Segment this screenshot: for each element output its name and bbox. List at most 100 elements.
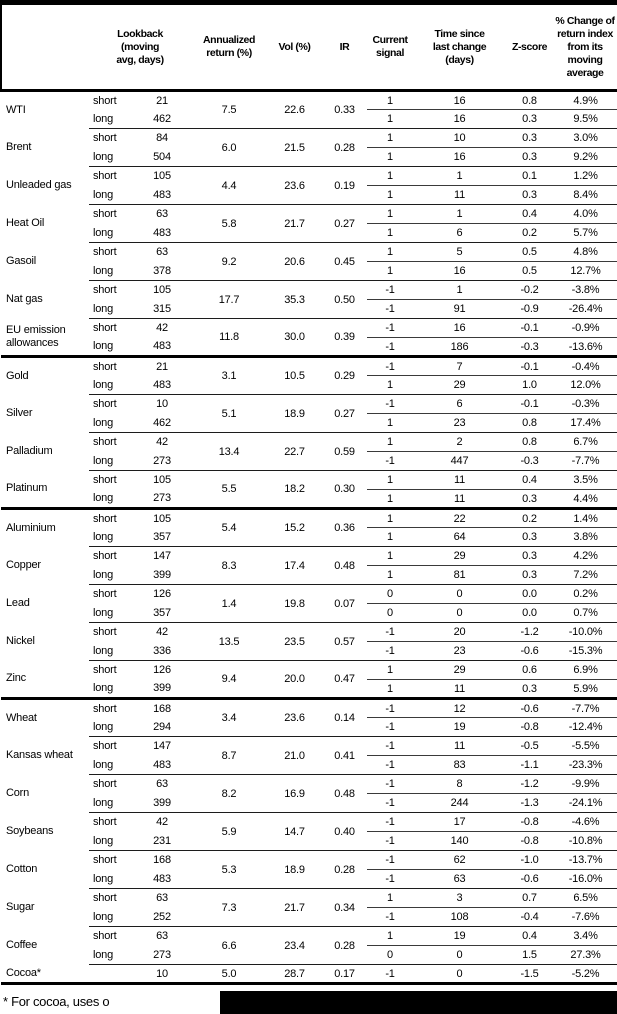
annualized-return-value: 4.4 — [191, 166, 268, 205]
time-since-value: 91 — [413, 299, 507, 319]
zscore-value: 0.3 — [506, 109, 554, 129]
col-header-lookback: Lookback (moving avg, days) — [89, 5, 192, 92]
lookback-value: 336 — [133, 641, 192, 661]
zscore-value: 0.1 — [506, 166, 554, 186]
signal-value: -1 — [367, 318, 414, 338]
lookback-value: 42 — [156, 816, 168, 829]
vol-value: 17.4 — [267, 546, 323, 585]
col-header-vol: Vol (%) — [267, 5, 323, 92]
time-since-value: 29 — [413, 660, 507, 680]
signal-value: -1 — [367, 299, 414, 319]
zscore-value: -0.1 — [506, 394, 554, 414]
time-since-value: 11 — [413, 185, 507, 205]
lookback-value: 483 — [133, 375, 192, 395]
zscore-value: -0.3 — [506, 451, 554, 471]
signal-value: -1 — [367, 907, 414, 927]
time-since-value: 140 — [413, 831, 507, 851]
lookback-value: 168 — [153, 702, 171, 715]
table-row: Brent short 84 6.0 21.5 0.28 1 10 0.3 3.0% — [1, 128, 617, 167]
leg-label: short — [93, 246, 117, 259]
ir-value: 0.28 — [322, 850, 368, 889]
leg-label: short — [93, 664, 117, 677]
signal-value: 1 — [367, 375, 414, 395]
zscore-value: 1.5 — [506, 945, 554, 965]
leg-label: short — [93, 816, 117, 829]
table-header: Lookback (moving avg, days) Annualized r… — [0, 5, 617, 92]
zscore-value: -1.2 — [506, 622, 554, 642]
pct-change-value: -10.8% — [553, 831, 617, 851]
lookback-value: 63 — [156, 246, 168, 259]
pct-change-value: -5.5% — [553, 736, 617, 756]
table-row: Nickel short 42 13.5 23.5 0.57 -1 20 -1.2 -10.0% — [1, 622, 617, 661]
signal-value: 1 — [367, 432, 414, 452]
pct-change-value: 5.9% — [553, 679, 617, 700]
top-border-bar — [0, 0, 617, 5]
leg-label: short — [93, 94, 117, 107]
signal-value: 1 — [367, 90, 414, 110]
annualized-return-value: 5.0 — [191, 964, 268, 985]
leg-label: short — [93, 360, 117, 373]
table-header-row: Lookback (moving avg, days) Annualized r… — [0, 5, 617, 92]
table-row: Sugar short 63 7.3 21.7 0.34 1 3 0.7 6.5% — [1, 888, 617, 927]
table-row: long 273 0 0 1.5 27.3% — [1, 945, 617, 965]
zscore-value: 0.4 — [506, 470, 554, 490]
leg-label: long — [89, 185, 133, 205]
leg-label: long — [89, 679, 133, 700]
time-since-value: 63 — [413, 869, 507, 889]
table-row: Palladium short 42 13.4 22.7 0.59 1 2 0.8 6.7% — [1, 432, 617, 471]
lookback-value: 105 — [153, 284, 171, 297]
table-row: long 399 -1 244 -1.3 -24.1% — [1, 793, 617, 813]
annualized-return-value: 17.7 — [191, 280, 268, 319]
table-row: Aluminium short 105 5.4 15.2 0.36 1 22 0.2 1.4% — [1, 508, 617, 547]
table-row: Copper short 147 8.3 17.4 0.48 1 29 0.3 4.2% — [1, 546, 617, 585]
leg-label: long — [89, 413, 133, 433]
redaction-bar — [220, 991, 617, 1014]
signal-value: 1 — [367, 508, 414, 528]
leg-label: short — [93, 740, 117, 753]
leg-label: long — [89, 755, 133, 775]
pct-change-value: 4.9% — [553, 90, 617, 110]
vol-value: 30.0 — [267, 318, 323, 358]
signal-value: 1 — [367, 261, 414, 281]
zscore-value: -1.3 — [506, 793, 554, 813]
ir-value: 0.45 — [322, 242, 368, 281]
lookback-value: 84 — [156, 132, 168, 145]
signal-value: -1 — [367, 869, 414, 889]
leg-label: long — [89, 717, 133, 737]
pct-change-value: 4.4% — [553, 489, 617, 510]
lookback-value: 168 — [153, 854, 171, 867]
lookback-value: 315 — [133, 299, 192, 319]
lookback-value: 462 — [133, 109, 192, 129]
lookback-value: 10 — [133, 964, 192, 985]
annualized-return-value: 5.3 — [191, 850, 268, 889]
zscore-value: -0.9 — [506, 299, 554, 319]
table-row: long 315 -1 91 -0.9 -26.4% — [1, 299, 617, 319]
pct-change-value: -10.0% — [553, 622, 617, 642]
commodity-name: Gold — [6, 369, 29, 382]
pct-change-value: -16.0% — [553, 869, 617, 889]
vol-value: 21.7 — [267, 888, 323, 927]
ir-value: 0.48 — [322, 774, 368, 813]
lookback-value: 483 — [133, 185, 192, 205]
lookback-value: 357 — [133, 603, 192, 623]
lookback-value: 273 — [133, 451, 192, 471]
lookback-value: 10 — [156, 398, 168, 411]
time-since-value: 0 — [413, 584, 507, 604]
leg-label: long — [89, 261, 133, 281]
annualized-return-value: 3.4 — [191, 698, 268, 737]
ir-value: 0.19 — [322, 166, 368, 205]
lookback-value: 483 — [133, 223, 192, 243]
lookback-value: 357 — [133, 527, 192, 547]
table-row: EU emission allowances short 42 11.8 30.0 0.3… — [1, 318, 617, 358]
zscore-value: -0.8 — [506, 812, 554, 832]
time-since-value: 186 — [413, 337, 507, 358]
zscore-value: 0.5 — [506, 242, 554, 262]
commodity-name: Lead — [6, 597, 30, 609]
signal-value: -1 — [367, 812, 414, 832]
lookback-value: 126 — [153, 664, 171, 677]
signal-value: 1 — [367, 660, 414, 680]
annualized-return-value: 6.0 — [191, 128, 268, 167]
signal-value: 1 — [367, 147, 414, 167]
leg-label: long — [89, 337, 133, 358]
time-since-value: 23 — [413, 641, 507, 661]
